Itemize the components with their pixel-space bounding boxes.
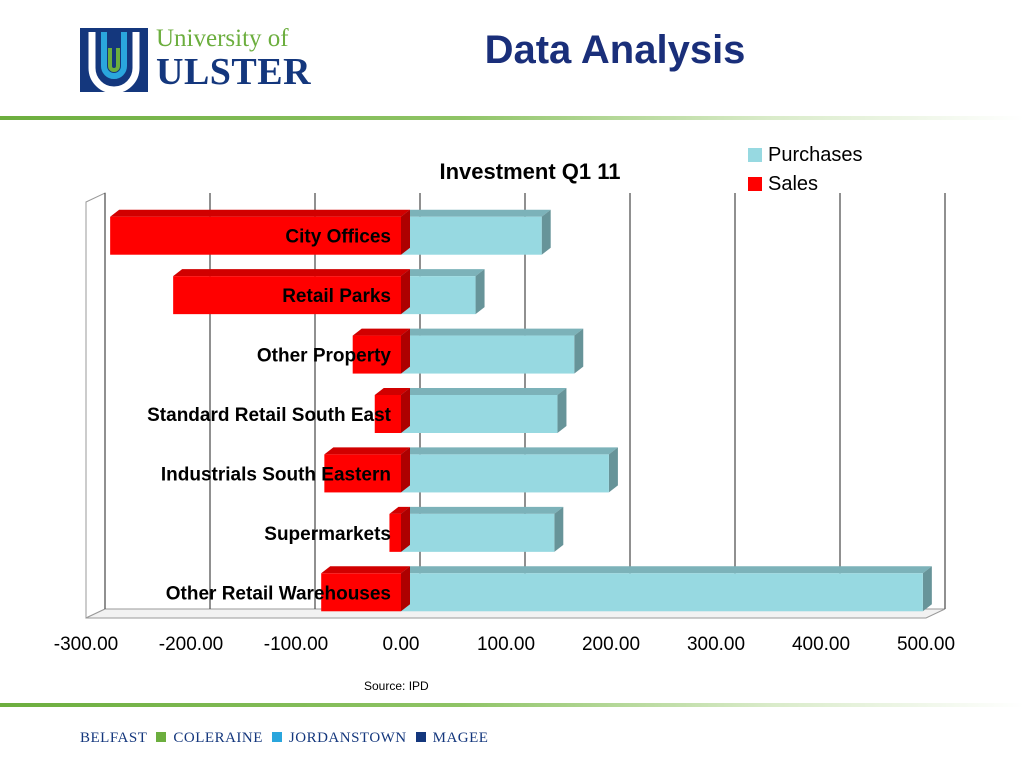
purchases-bar	[401, 216, 542, 255]
chart-title: Investment Q1 11	[440, 159, 621, 184]
investment-chart: -300.00 -200.00 -100.00 0.00 100.00 200.00 300…	[54, 144, 955, 655]
sales-bar-side-face	[401, 269, 410, 315]
category-label: Other Retail Warehouses	[166, 583, 391, 604]
university-logo: University of ULSTER	[80, 24, 320, 98]
square-icon	[271, 732, 282, 742]
logo-wordmark: University of ULSTER	[156, 24, 312, 93]
source-note: Source: IPD	[364, 679, 429, 693]
sales-bar	[352, 335, 401, 374]
sales-bar-top-face	[324, 447, 410, 455]
purchases-bar	[401, 513, 555, 552]
purchases-bar-side-face	[541, 209, 551, 255]
category-label: Other Property	[257, 346, 392, 367]
x-tick-label: -100.00	[264, 634, 328, 655]
purchases-bar-side-face	[574, 328, 584, 374]
purchases-bar-top-face	[401, 506, 564, 514]
category-label: City Offices	[285, 227, 391, 248]
logo-line-1: University of	[156, 25, 289, 52]
legend-label: Sales	[768, 173, 818, 195]
x-tick-label: 400.00	[792, 634, 850, 655]
purchases-bar-side-face	[557, 388, 567, 433]
campus-magee: MAGEE	[432, 730, 489, 746]
slide-title: Data Analysis	[484, 28, 746, 72]
sales-bar-side-face	[401, 447, 410, 493]
chart-side-wall	[85, 192, 106, 619]
x-tick-label: 100.00	[477, 634, 535, 655]
x-tick-label: 200.00	[582, 634, 640, 655]
square-icon	[415, 732, 426, 742]
campus-jordanstown: JORDANSTOWN	[288, 730, 407, 746]
sales-bar-top-face	[389, 506, 410, 514]
square-icon	[156, 732, 167, 742]
x-tick-label: 300.00	[687, 634, 745, 655]
sales-bar	[389, 513, 401, 552]
x-tick-label: -200.00	[159, 634, 223, 655]
x-tick-label: -300.00	[54, 634, 118, 655]
sales-bar-top-face	[110, 209, 411, 217]
purchases-bar	[401, 395, 558, 433]
purchases-bar-top-face	[401, 566, 932, 574]
x-tick-label: 0.00	[383, 634, 420, 655]
sales-bar	[321, 573, 401, 612]
purchases-bar-side-face	[608, 447, 618, 493]
purchases-bar-top-face	[401, 269, 485, 277]
sales-bar-top-face	[374, 388, 410, 395]
ulster-logo-mark-icon	[80, 28, 148, 94]
sales-bar	[374, 395, 401, 433]
category-label: Standard Retail South East	[147, 405, 392, 426]
sales-bar	[173, 276, 401, 315]
legend-swatch-sales	[748, 177, 762, 191]
sales-bar	[110, 216, 402, 255]
sales-bar-side-face	[401, 328, 410, 374]
category-label: Retail Parks	[282, 286, 391, 307]
purchases-bar-side-face	[922, 566, 932, 612]
category-label: Industrials South Eastern	[161, 464, 391, 485]
purchases-bar	[401, 276, 476, 315]
logo-line-2: ULSTER	[156, 51, 312, 93]
sales-bar-side-face	[401, 209, 410, 255]
campus-footer: BELFAST COLERAINE JORDANSTOWN MAGEE	[80, 730, 488, 747]
purchases-bar-top-face	[401, 388, 567, 395]
purchases-bar	[401, 335, 575, 374]
purchases-bar	[401, 454, 609, 493]
purchases-bar-top-face	[401, 209, 551, 217]
legend-label: Purchases	[768, 144, 863, 166]
purchases-bar-side-face	[475, 269, 485, 315]
sales-bar	[324, 454, 401, 493]
bottom-divider	[0, 703, 1024, 707]
sales-bar-top-face	[173, 269, 410, 277]
purchases-bar-side-face	[554, 506, 564, 552]
top-divider	[0, 116, 1024, 120]
purchases-bar	[401, 573, 923, 612]
category-label: Supermarkets	[264, 524, 391, 545]
sales-bar-top-face	[352, 328, 410, 336]
sales-bar-side-face	[401, 506, 410, 552]
purchases-bar-top-face	[401, 447, 618, 455]
legend-swatch-purchases	[748, 148, 762, 162]
sales-bar-side-face	[401, 566, 410, 612]
x-tick-label: 500.00	[897, 634, 955, 655]
sales-bar-top-face	[321, 566, 410, 574]
campus-belfast: BELFAST	[80, 730, 148, 746]
sales-bar-side-face	[401, 388, 410, 433]
purchases-bar-top-face	[401, 328, 584, 336]
campus-coleraine: COLERAINE	[173, 730, 263, 746]
